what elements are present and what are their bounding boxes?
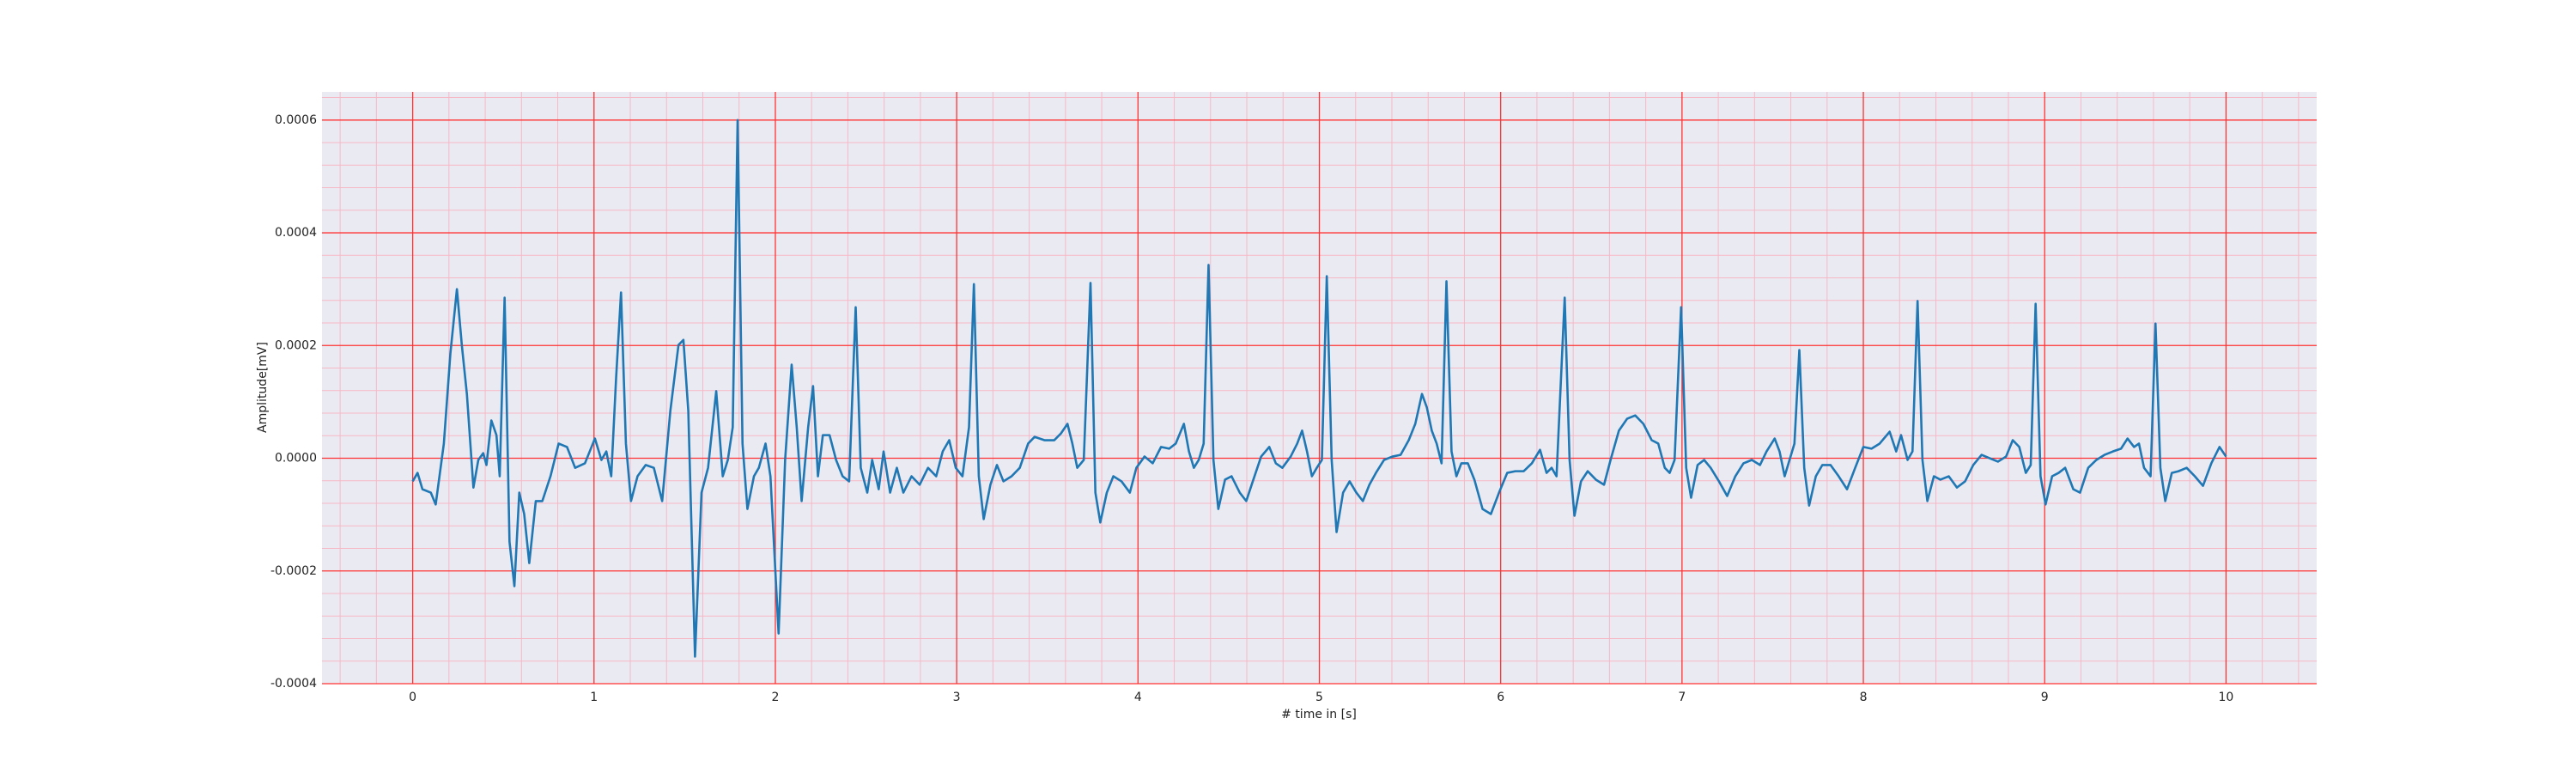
x-tick-label: 0 <box>409 691 416 704</box>
x-tick-label: 8 <box>1860 691 1868 704</box>
x-tick-label: 2 <box>771 691 779 704</box>
y-tick-label: 0.0006 <box>275 113 317 127</box>
x-tick-label: 9 <box>2041 691 2049 704</box>
x-tick-label: 3 <box>953 691 961 704</box>
x-tick-label: 4 <box>1134 691 1142 704</box>
x-axis-label: # time in [s] <box>1281 708 1357 721</box>
y-tick-label: -0.0004 <box>270 677 317 691</box>
x-tick-label: 6 <box>1497 691 1504 704</box>
x-tick-label: 10 <box>2218 691 2233 704</box>
y-axis-label: Amplitude[mV] <box>256 342 270 433</box>
x-tick-label: 1 <box>590 691 598 704</box>
series-line <box>411 119 2227 658</box>
y-tick-label: 0.0004 <box>275 226 317 240</box>
x-tick-label: 5 <box>1315 691 1323 704</box>
y-tick-label: 0.0000 <box>275 452 317 466</box>
y-tick-label: -0.0002 <box>270 564 317 578</box>
y-tick-label: 0.0002 <box>275 338 317 352</box>
x-tick-label: 7 <box>1678 691 1686 704</box>
